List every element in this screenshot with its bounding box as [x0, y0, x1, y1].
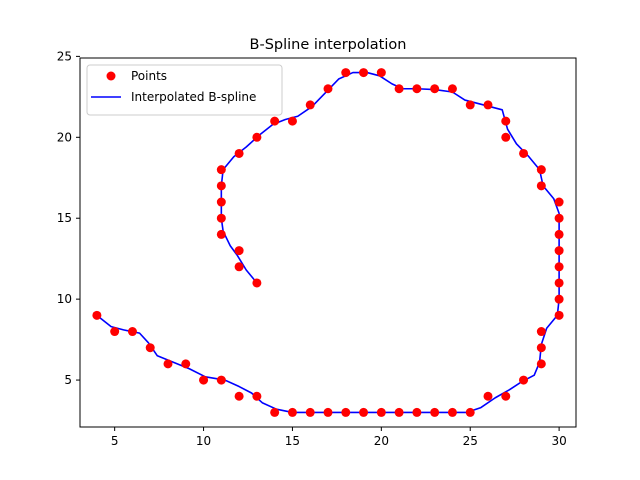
y-tick-label: 25	[57, 49, 72, 63]
data-point-5	[216, 197, 226, 207]
y-tick-label: 5	[64, 373, 72, 387]
data-point-54	[252, 391, 262, 401]
y-tick-label: 15	[57, 211, 72, 225]
data-point-25	[519, 148, 529, 158]
data-point-43	[447, 407, 457, 417]
legend: Points Interpolated B-spline	[86, 64, 283, 116]
data-point-30	[554, 229, 564, 239]
data-point-24	[501, 132, 511, 142]
legend-label-spline: Interpolated B-spline	[131, 90, 256, 104]
data-point-23	[501, 116, 511, 126]
data-point-22	[483, 100, 493, 110]
data-point-11	[287, 116, 297, 126]
data-point-21	[465, 100, 475, 110]
data-point-63	[92, 310, 102, 320]
legend-label-points: Points	[131, 69, 167, 83]
x-tick-label: 20	[374, 434, 389, 448]
data-point-1	[234, 262, 244, 272]
data-point-36	[536, 327, 546, 337]
x-tick-label: 10	[196, 434, 211, 448]
data-point-51	[305, 407, 315, 417]
data-point-45	[412, 407, 422, 417]
data-point-12	[305, 100, 315, 110]
data-point-26	[536, 165, 546, 175]
data-point-8	[234, 148, 244, 158]
data-point-58	[181, 359, 191, 369]
data-point-39	[519, 375, 529, 385]
data-point-31	[554, 246, 564, 256]
legend-box	[86, 64, 283, 116]
data-point-62	[110, 327, 120, 337]
data-point-55	[234, 391, 244, 401]
data-point-59	[163, 359, 173, 369]
data-point-20	[447, 84, 457, 94]
data-point-32	[554, 262, 564, 272]
data-point-6	[216, 181, 226, 191]
data-point-4	[216, 213, 226, 223]
data-point-57	[199, 375, 209, 385]
data-point-34	[554, 294, 564, 304]
data-point-27	[536, 181, 546, 191]
x-tick-label: 30	[551, 434, 566, 448]
data-point-16	[376, 68, 386, 78]
data-point-9	[252, 132, 262, 142]
data-point-19	[430, 84, 440, 94]
data-point-60	[145, 343, 155, 353]
data-point-53	[270, 407, 280, 417]
plot-layer	[92, 68, 564, 417]
data-point-10	[270, 116, 280, 126]
data-point-14	[341, 68, 351, 78]
data-point-52	[287, 407, 297, 417]
data-point-35	[554, 310, 564, 320]
data-point-41	[483, 391, 493, 401]
data-point-46	[394, 407, 404, 417]
legend-marker-points	[106, 71, 116, 81]
data-point-38	[536, 359, 546, 369]
data-point-37	[536, 343, 546, 353]
data-point-2	[234, 246, 244, 256]
data-point-28	[554, 197, 564, 207]
data-point-18	[412, 84, 422, 94]
data-point-56	[216, 375, 226, 385]
data-point-13	[323, 84, 333, 94]
data-point-47	[376, 407, 386, 417]
x-tick-label: 15	[285, 434, 300, 448]
chart-title: B-Spline interpolation	[250, 37, 407, 53]
data-point-15	[359, 68, 369, 78]
data-point-50	[323, 407, 333, 417]
series-line-spline	[96, 71, 560, 414]
y-tick-label: 20	[57, 130, 72, 144]
data-point-17	[394, 84, 404, 94]
x-tick-label: 25	[463, 434, 478, 448]
data-point-0	[252, 278, 262, 288]
x-tick-label: 5	[111, 434, 119, 448]
tick-layer: 5 10 15 20 25 30 5 10 15 20 25	[57, 49, 567, 448]
data-point-33	[554, 278, 564, 288]
data-point-7	[216, 165, 226, 175]
data-point-3	[216, 229, 226, 239]
data-point-42	[465, 407, 475, 417]
data-point-40	[501, 391, 511, 401]
data-point-61	[127, 327, 137, 337]
data-point-29	[554, 213, 564, 223]
data-point-44	[430, 407, 440, 417]
data-point-48	[359, 407, 369, 417]
plot-frame	[79, 57, 577, 428]
data-point-49	[341, 407, 351, 417]
y-tick-label: 10	[57, 292, 72, 306]
plot-area	[80, 58, 576, 427]
